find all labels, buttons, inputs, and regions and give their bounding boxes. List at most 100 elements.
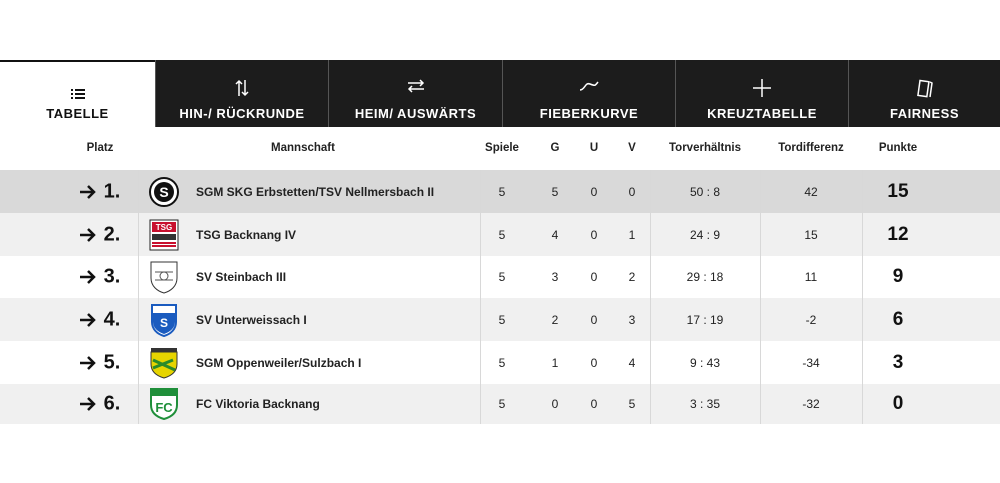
goals: 29 : 18 — [686, 270, 724, 284]
tab[interactable]: KREUZTABELLE — [675, 60, 848, 127]
goal-difference: -32 — [802, 397, 820, 411]
column-divider — [862, 341, 863, 384]
games: 5 — [498, 227, 506, 242]
column-divider — [480, 298, 481, 341]
wins: 2 — [551, 312, 559, 327]
wins: 5 — [551, 184, 559, 199]
column-divider — [138, 298, 139, 341]
tab-label: HEIM/ AUSWÄRTS — [354, 106, 477, 121]
tab-label: FIEBERKURVE — [539, 106, 639, 121]
tab-icon — [753, 79, 771, 97]
column-divider — [480, 341, 481, 384]
table-row: S 4. SV Unterweissach I 5 2 0 3 17 : 19 -2 6 — [0, 298, 1000, 341]
losses: 1 — [628, 227, 636, 242]
column-header: Spiele — [485, 142, 519, 154]
losses: 4 — [628, 355, 636, 370]
arrow-icon — [79, 270, 97, 284]
wins: 4 — [551, 227, 559, 242]
team-name: SGM SKG Erbstetten/TSV Nellmersbach II — [196, 184, 435, 199]
column-header: Tordifferenz — [778, 142, 844, 154]
column-header: Mannschaft — [271, 142, 335, 154]
column-header: Platz — [86, 142, 114, 154]
column-divider — [138, 170, 139, 213]
games: 5 — [498, 312, 506, 327]
tab[interactable]: HIN-/ RÜCKRUNDE — [155, 60, 328, 127]
column-divider — [138, 341, 139, 384]
place: 1. — [103, 180, 121, 202]
column-divider — [760, 384, 761, 424]
goal-difference: 11 — [804, 270, 818, 284]
tab-label: KREUZTABELLE — [707, 106, 817, 121]
goals: 9 : 43 — [689, 355, 721, 370]
goals: 17 : 19 — [686, 312, 724, 327]
games: 5 — [498, 270, 506, 284]
points: 15 — [887, 180, 909, 202]
column-divider — [650, 213, 651, 256]
column-divider — [480, 256, 481, 298]
draws: 0 — [590, 312, 598, 327]
column-divider — [760, 256, 761, 298]
table-row: FC 6. FC Viktoria Backnang 5 0 0 5 3 : 35 -32 0 — [0, 384, 1000, 424]
column-divider — [862, 170, 863, 213]
arrow-icon — [79, 312, 97, 327]
points: 0 — [892, 393, 904, 414]
tab-icon — [407, 79, 424, 93]
column-divider — [862, 298, 863, 341]
svg-text:FC: FC — [155, 400, 173, 415]
draws: 0 — [590, 184, 598, 199]
tab-icon — [916, 79, 933, 98]
team-logo: S — [149, 175, 179, 209]
svg-text:S: S — [160, 316, 168, 330]
svg-text:S: S — [159, 184, 168, 200]
team-logo — [149, 346, 179, 380]
column-divider — [480, 213, 481, 256]
tab-icon — [70, 89, 85, 99]
table-row: TSG 2. TSG Backnang IV 5 4 0 1 24 : 9 15 12 — [0, 213, 1000, 256]
column-divider — [862, 384, 863, 424]
tab[interactable]: FIEBERKURVE — [502, 60, 675, 127]
team-name: TSG Backnang IV — [196, 227, 297, 242]
losses: 2 — [628, 270, 636, 284]
points: 6 — [892, 308, 904, 330]
column-divider — [862, 256, 863, 298]
losses: 5 — [628, 397, 636, 411]
arrow-icon — [79, 355, 97, 370]
wins: 0 — [551, 397, 559, 411]
column-divider — [138, 384, 139, 424]
goal-difference: 15 — [804, 227, 818, 242]
column-header: Punkte — [878, 142, 918, 154]
column-divider — [650, 298, 651, 341]
column-divider — [650, 170, 651, 213]
goals: 24 : 9 — [689, 227, 721, 242]
points: 12 — [887, 223, 909, 245]
points: 3 — [892, 351, 904, 373]
table-row: 5. SGM Oppenweiler/Sulzbach I 5 1 0 4 9 : 43 -3… — [0, 341, 1000, 384]
draws: 0 — [590, 355, 598, 370]
tab[interactable]: TABELLE — [0, 60, 155, 127]
tab-icon — [579, 81, 599, 91]
tab[interactable]: FAIRNESS — [848, 60, 1000, 127]
column-header: G — [550, 142, 560, 154]
losses: 0 — [628, 184, 636, 199]
goals: 3 : 35 — [689, 397, 721, 411]
table-row: 3. SV Steinbach III 5 3 0 2 29 : 18 11 9 — [0, 256, 1000, 298]
place: 3. — [103, 265, 121, 288]
column-header: V — [628, 142, 636, 154]
tab-label: TABELLE — [46, 106, 109, 121]
team-name: SV Unterweissach I — [196, 312, 307, 327]
wins: 3 — [551, 270, 559, 284]
column-divider — [138, 213, 139, 256]
column-divider — [760, 298, 761, 341]
goal-difference: -34 — [802, 355, 820, 370]
arrow-icon — [79, 184, 97, 199]
tab[interactable]: HEIM/ AUSWÄRTS — [328, 60, 502, 127]
column-divider — [760, 213, 761, 256]
column-divider — [862, 213, 863, 256]
games: 5 — [498, 355, 506, 370]
table-row: S 1. SGM SKG Erbstetten/TSV Nellmersbach I… — [0, 170, 1000, 213]
games: 5 — [498, 184, 506, 199]
arrow-icon — [79, 397, 97, 411]
points: 9 — [892, 266, 904, 287]
team-logo: FC — [149, 387, 179, 421]
